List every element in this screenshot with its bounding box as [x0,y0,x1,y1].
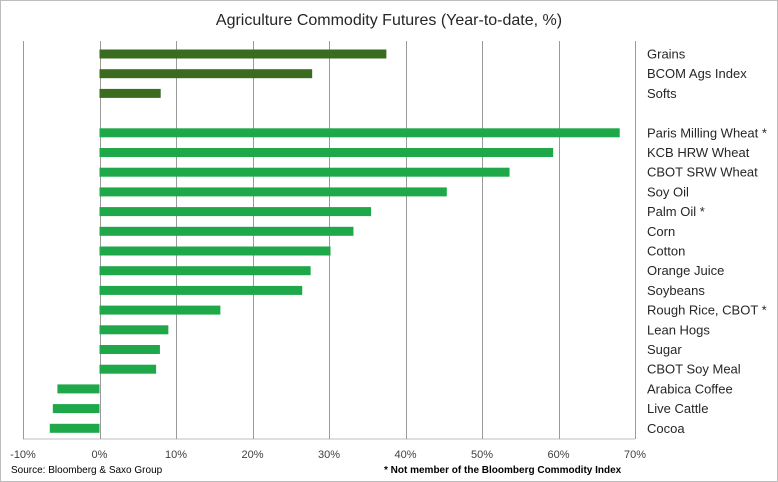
x-tick-label: 30% [318,449,340,461]
category-label: Corn [647,224,675,239]
bar [99,305,221,315]
bar [49,423,100,433]
bar [99,364,157,374]
category-label: Cocoa [647,421,685,436]
category-label: Soy Oil [647,184,689,199]
category-labels: Grains BCOM Ags Index Softs Paris Milling W… [647,47,767,436]
x-tick-label: 40% [394,449,416,461]
bar [57,384,100,394]
category-label: KCB HRW Wheat [647,145,750,160]
x-tick-label: 60% [547,449,569,461]
x-tick-label: -10% [10,449,36,461]
bar [99,69,313,79]
x-tick-label: 20% [241,449,263,461]
category-label: Lean Hogs [647,322,710,337]
bar [99,345,160,354]
bar [99,49,387,59]
x-tick-label: 0% [92,449,108,461]
bar [52,404,100,414]
category-label: Grains [647,47,686,62]
bar [99,226,354,236]
x-tick-label: 70% [624,449,646,461]
bar [99,246,331,256]
x-tick-label: 10% [165,449,187,461]
bar [99,167,510,177]
bar [99,148,554,157]
chart-title: Agriculture Commodity Futures (Year-to-d… [216,12,562,29]
bar [99,285,303,295]
category-label: Palm Oil * [647,204,705,219]
category-label: Arabica Coffee [647,381,733,396]
x-axis-ticks: -10% 0% 10% 20% 30% 40% 50% 60% 70% [10,449,646,461]
footnote: * Not member of the Bloomberg Commodity … [384,465,622,476]
category-label: Live Cattle [647,401,708,416]
bar [99,88,161,98]
category-label: Cotton [647,244,685,259]
bar [99,207,372,217]
category-label: CBOT Soy Meal [647,362,741,377]
category-label: Sugar [647,342,682,357]
category-label: BCOM Ags Index [647,66,747,81]
category-label: Orange Juice [647,263,724,278]
x-tick-label: 50% [471,449,493,461]
bar [99,325,169,335]
category-label: CBOT SRW Wheat [647,165,758,180]
category-label: Soybeans [647,283,705,298]
source-note: Source: Bloomberg & Saxo Group [11,465,163,476]
bar [99,128,620,138]
bar [99,266,311,276]
category-label: Paris Milling Wheat * [647,125,767,140]
category-label: Softs [647,86,677,101]
bar [99,187,447,197]
category-label: Rough Rice, CBOT * [647,303,767,318]
bars [49,49,620,433]
gridlines [23,41,636,440]
